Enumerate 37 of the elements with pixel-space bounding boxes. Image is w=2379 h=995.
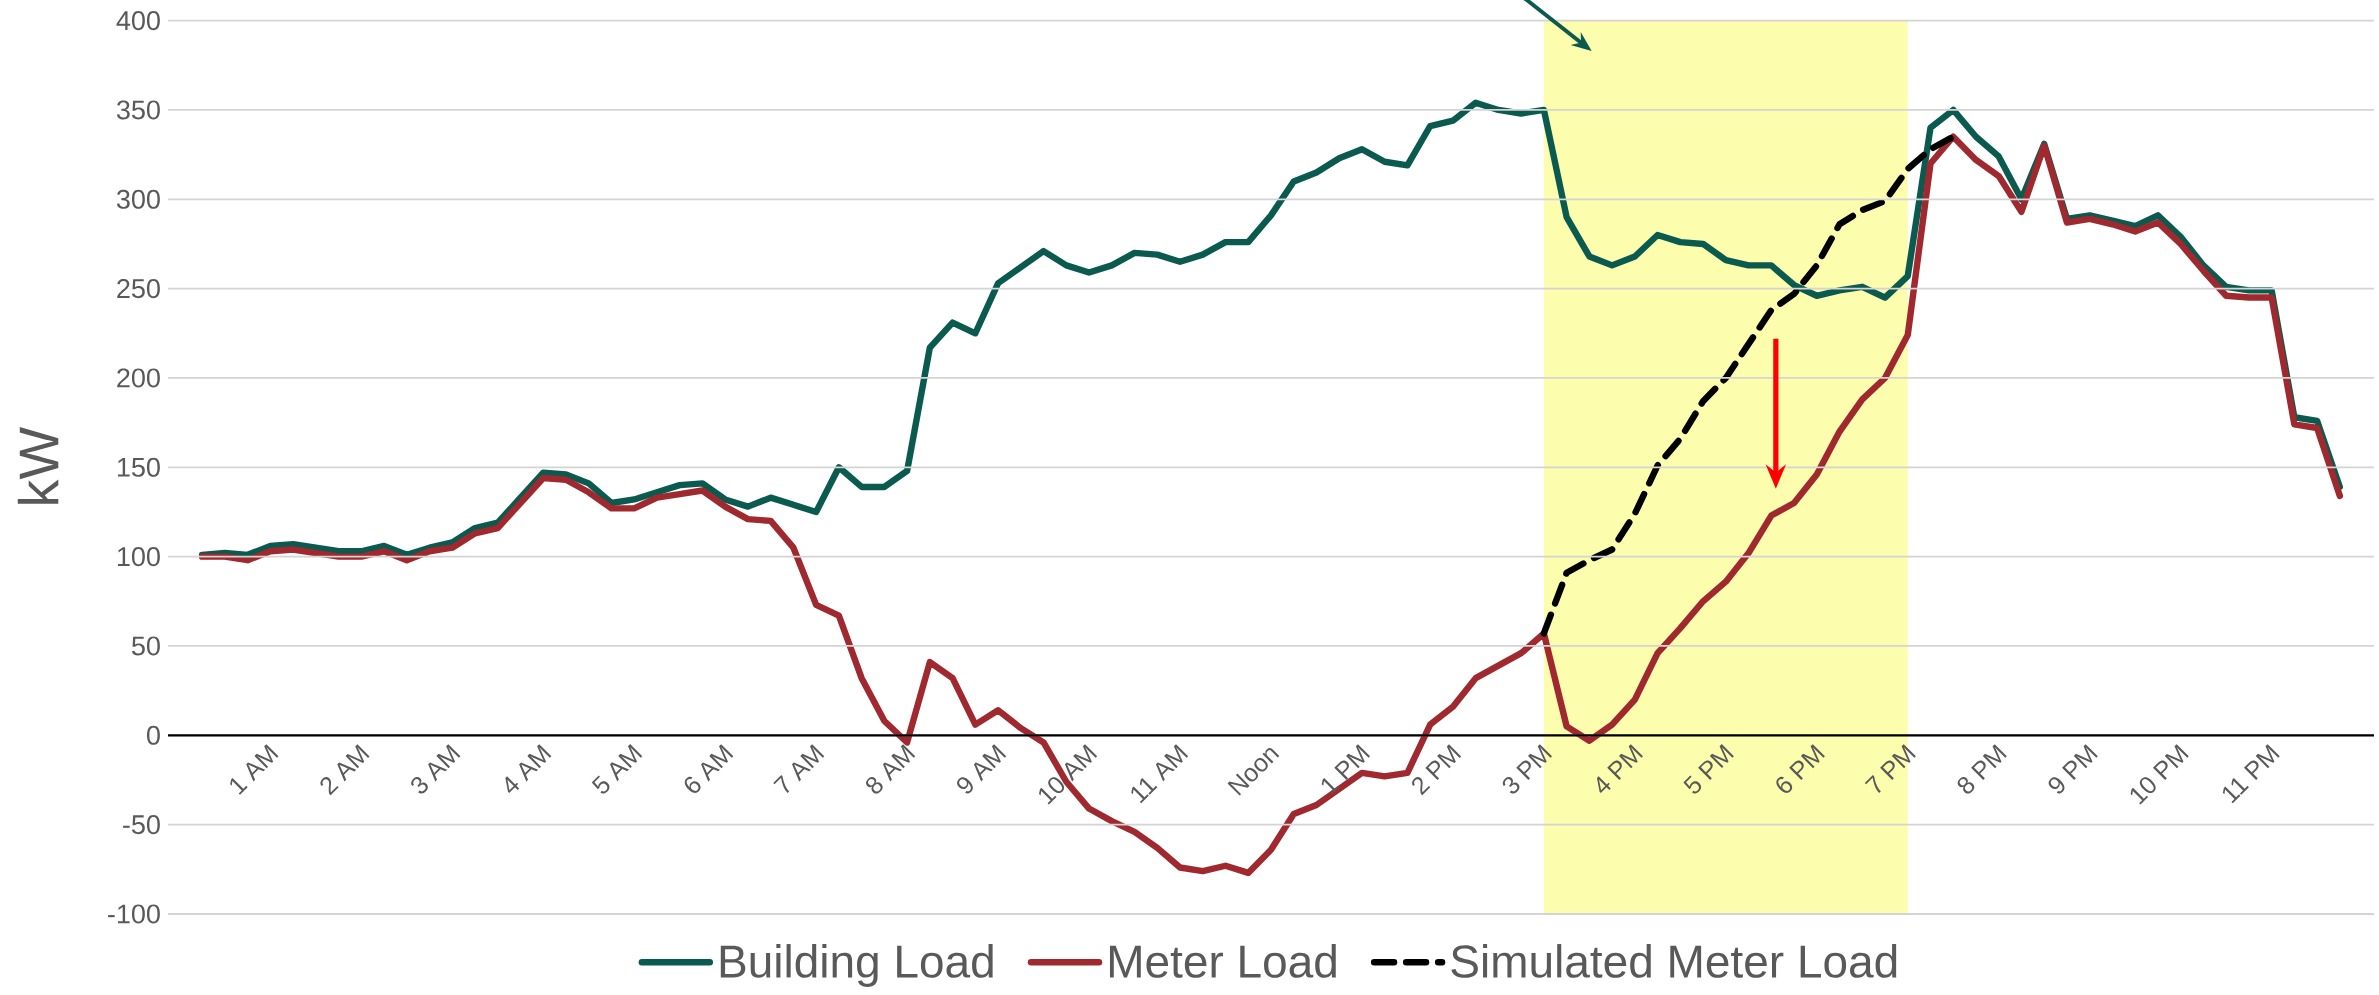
x-tick-label: 3 PM — [1502, 744, 1553, 794]
x-tick-label: 8 PM — [1957, 744, 2007, 794]
y-tick-label: 400 — [116, 11, 160, 31]
x-tick-label: 6 PM — [1776, 744, 1825, 793]
x-tick-label: 6 AM — [684, 744, 734, 793]
y-tick-label: 300 — [116, 189, 160, 209]
legend-label: Meter Load — [1109, 944, 1336, 978]
y-tick-label: 150 — [117, 457, 160, 477]
y-tick-label: -100 — [108, 904, 160, 924]
y-tick-label: -50 — [123, 815, 160, 835]
x-tick-label: 10 AM — [1039, 744, 1098, 805]
x-tick-label: 5 PM — [1683, 744, 1734, 794]
y-tick-label: 0 — [147, 725, 160, 745]
legend-label: Building Load — [720, 944, 993, 987]
y-tick-label: 250 — [117, 279, 160, 299]
x-tick-label: 3 AM — [411, 744, 461, 794]
legend-label: Simulated Meter Load — [1451, 944, 1897, 978]
x-tick-label: 9 AM — [957, 744, 1007, 794]
y-tick-label: 350 — [116, 100, 160, 120]
x-tick-label: 4 PM — [1596, 744, 1643, 793]
y-tick-label: 50 — [131, 636, 160, 656]
x-tick-label: 2 PM — [1412, 744, 1462, 796]
x-tick-label: 11 AM — [1131, 744, 1189, 804]
y-tick-label: 100 — [117, 547, 160, 567]
x-tick-label: 7 PM — [1864, 744, 1916, 793]
x-tick-label: 1 PM — [1321, 744, 1371, 795]
x-tick-label: 11 PM — [2222, 744, 2280, 804]
x-tick-label: 10 PM — [2130, 744, 2189, 805]
x-tick-label: 2 AM — [320, 744, 370, 796]
x-tick-label: 8 AM — [866, 744, 916, 794]
x-tick-label: 1 AM — [230, 744, 279, 795]
x-tick-label: 4 AM — [505, 744, 552, 793]
y-tick-label: 200 — [117, 368, 160, 388]
x-tick-label: 9 PM — [2048, 744, 2098, 794]
y-axis-title: kW — [17, 426, 59, 504]
x-tick-label: 5 AM — [591, 744, 643, 794]
x-tick-label: 7 AM — [773, 744, 825, 793]
